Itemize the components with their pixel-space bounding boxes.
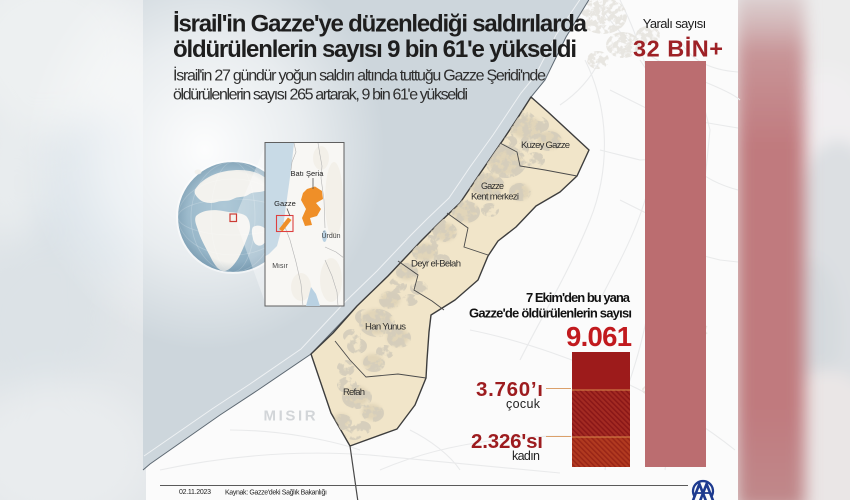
svg-text:Kent merkezi: Kent merkezi	[471, 192, 519, 203]
svg-text:2.326'sı: 2.326'sı	[471, 430, 543, 453]
svg-text:öldürülenlerin sayısı 9 bin 61: öldürülenlerin sayısı 9 bin 61'e yükseld…	[173, 36, 577, 63]
svg-text:çocuk: çocuk	[506, 397, 541, 411]
svg-text:Gazze: Gazze	[481, 181, 504, 191]
svg-text:Ürdün: Ürdün	[321, 232, 340, 240]
svg-text:02.11.2023: 02.11.2023	[179, 489, 211, 496]
svg-text:Gazze'de öldürülenlerin sayısı: Gazze'de öldürülenlerin sayısı	[469, 306, 632, 321]
svg-text:Yaralı sayısı: Yaralı sayısı	[643, 16, 707, 31]
svg-text:Gazze: Gazze	[274, 199, 296, 208]
svg-text:Kuzey Gazze: Kuzey Gazze	[521, 140, 570, 151]
svg-text:kadın: kadın	[512, 449, 540, 463]
svg-text:Kaynak: Gazze'deki Sağlık Baka: Kaynak: Gazze'deki Sağlık Bakanlığı	[225, 490, 327, 497]
svg-text:MISIR: MISIR	[264, 408, 319, 425]
svg-text:9.061: 9.061	[566, 321, 632, 352]
svg-text:Refah: Refah	[343, 387, 365, 398]
svg-text:3.760’ı: 3.760’ı	[476, 378, 543, 401]
svg-text:İsrail'in 27 gündür yoğun sald: İsrail'in 27 gündür yoğun saldırı altınd…	[173, 66, 546, 85]
svg-text:İsrail'in Gazze'ye düzenlediği: İsrail'in Gazze'ye düzenlediği saldırıla…	[173, 10, 588, 37]
svg-text:Deyr el-Belah: Deyr el-Belah	[411, 259, 461, 270]
svg-text:Han Yunus: Han Yunus	[365, 322, 406, 333]
svg-text:öldürülenlerin sayısı 265 arta: öldürülenlerin sayısı 265 artarak, 9 bin…	[173, 86, 468, 103]
svg-text:Mısır: Mısır	[272, 263, 288, 270]
svg-text:7 Ekim'den bu yana: 7 Ekim'den bu yana	[526, 290, 631, 305]
svg-text:Batı Şeria: Batı Şeria	[291, 169, 325, 178]
svg-text:32 BİN+: 32 BİN+	[633, 36, 723, 62]
